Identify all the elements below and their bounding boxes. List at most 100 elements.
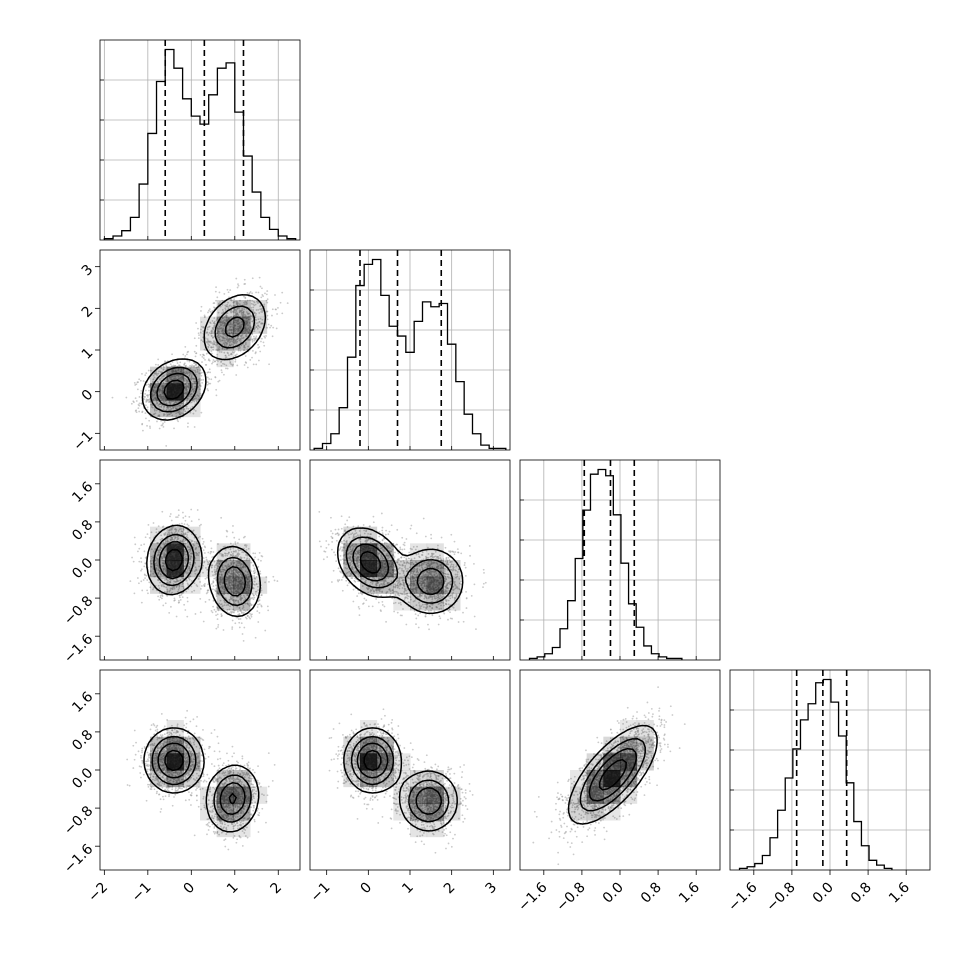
sample-point	[194, 355, 197, 358]
sample-point	[260, 296, 263, 299]
sample-point	[254, 593, 257, 596]
histogram-panel-1	[309, 249, 511, 451]
sample-point	[158, 427, 161, 430]
sample-point	[218, 327, 221, 330]
sample-point	[258, 603, 261, 606]
sample-point	[212, 348, 215, 351]
sample-point	[229, 578, 232, 581]
sample-point	[191, 590, 193, 593]
sample-point	[170, 536, 172, 538]
sample-point	[135, 411, 138, 414]
sample-point	[234, 329, 237, 332]
sample-point	[203, 584, 205, 586]
sample-point	[177, 599, 180, 602]
sample-point	[213, 323, 216, 325]
sample-point	[210, 378, 213, 381]
sample-point	[223, 363, 226, 366]
sample-point	[197, 395, 200, 397]
sample-point	[186, 523, 189, 526]
sample-point	[197, 337, 200, 340]
sample-point	[232, 301, 235, 304]
sample-point	[191, 540, 194, 543]
sample-point	[180, 378, 183, 381]
sample-point	[243, 344, 246, 347]
sample-point	[178, 411, 181, 414]
sample-point	[195, 584, 198, 586]
sample-point	[243, 295, 245, 298]
sample-point	[190, 393, 193, 395]
sample-point	[143, 565, 146, 568]
sample-point	[225, 364, 228, 367]
sample-point	[220, 320, 223, 323]
sample-point	[159, 581, 161, 584]
sample-point	[240, 344, 243, 347]
sample-point	[271, 314, 273, 317]
sample-point	[163, 568, 166, 571]
sample-point	[199, 388, 201, 391]
sample-point	[240, 568, 243, 570]
sample-point	[138, 547, 141, 550]
sample-point	[381, 539, 384, 541]
sample-point	[188, 382, 190, 385]
sample-point	[201, 585, 203, 587]
sample-point	[230, 315, 233, 318]
sample-point	[226, 586, 229, 589]
sample-point	[177, 420, 180, 423]
sample-point	[206, 563, 209, 566]
sample-point	[251, 320, 254, 323]
sample-point	[242, 611, 245, 614]
sample-point	[348, 582, 350, 584]
sample-point	[137, 381, 139, 384]
sample-point	[269, 326, 271, 329]
sample-point	[209, 382, 212, 385]
density-contour-2	[156, 316, 245, 407]
scatter-panel-1-2	[309, 459, 511, 661]
sample-point	[242, 330, 244, 333]
sample-point	[196, 585, 199, 588]
sample-point	[217, 360, 219, 362]
sample-point	[187, 584, 190, 586]
sample-point	[185, 364, 187, 367]
sample-point	[354, 529, 357, 532]
sample-point	[186, 572, 188, 575]
sample-point	[208, 560, 211, 563]
sample-point	[195, 546, 198, 549]
sample-point	[160, 406, 163, 408]
sample-point	[241, 607, 244, 610]
sample-point	[220, 573, 223, 576]
sample-point	[221, 577, 224, 580]
sample-point	[173, 539, 176, 542]
sample-point	[138, 560, 141, 563]
density-contour-3	[164, 548, 184, 572]
sample-point	[345, 572, 348, 575]
sample-point	[252, 335, 255, 338]
sample-point	[229, 326, 232, 329]
sample-point	[247, 327, 250, 330]
sample-point	[272, 326, 275, 329]
sample-point	[201, 537, 204, 540]
sample-point	[189, 364, 191, 367]
sample-point	[190, 378, 193, 381]
sample-point	[231, 587, 234, 590]
sample-point	[200, 379, 203, 381]
sample-point	[227, 571, 230, 574]
sample-point	[244, 610, 247, 612]
sample-point	[225, 535, 228, 538]
sample-point	[223, 293, 226, 295]
sample-point	[260, 322, 263, 325]
sample-point	[238, 574, 241, 577]
sample-point	[233, 536, 236, 539]
sample-point	[150, 548, 153, 551]
sample-point	[146, 395, 149, 398]
sample-point	[252, 564, 255, 567]
sample-point	[166, 588, 169, 591]
sample-point	[159, 389, 161, 391]
sample-point	[178, 594, 181, 597]
sample-point	[271, 308, 274, 311]
sample-point	[147, 523, 150, 526]
sample-point	[187, 524, 190, 527]
sample-point	[338, 549, 341, 551]
sample-point	[152, 374, 155, 377]
sample-point	[243, 626, 246, 629]
sample-point	[245, 554, 247, 556]
